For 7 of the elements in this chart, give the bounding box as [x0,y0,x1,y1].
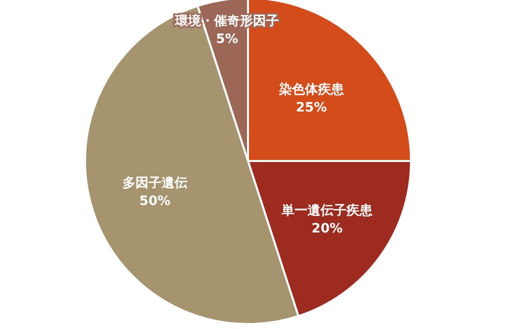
data-label: 20% [312,221,343,236]
slice-label: 多因子遺伝 [122,176,188,192]
data-label: 50% [139,194,171,210]
slice-label: 染色体疾患 [278,82,345,98]
data-label: 5% [216,32,238,47]
slice-label: 単一遺伝子疾患 [280,202,374,218]
data-label: 25% [296,100,327,116]
